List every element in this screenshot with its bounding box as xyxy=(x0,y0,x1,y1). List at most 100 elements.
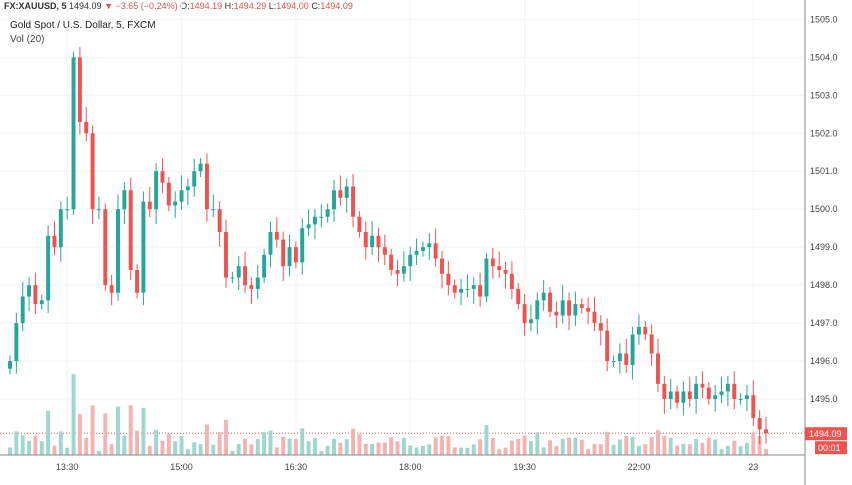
volume-bar xyxy=(567,437,572,455)
candle-body xyxy=(179,190,184,202)
candle-body xyxy=(306,224,311,229)
volume-bar xyxy=(497,449,502,455)
volume-bar xyxy=(465,447,470,455)
candle-body xyxy=(408,254,413,267)
candle-body xyxy=(58,209,63,248)
candle-body xyxy=(351,186,356,217)
volume-bar xyxy=(20,435,25,455)
candle-body xyxy=(46,235,51,301)
candle-body xyxy=(274,231,279,240)
candle-body xyxy=(147,201,152,210)
candle-body xyxy=(497,266,502,270)
volume-bar xyxy=(370,444,375,455)
candle-body xyxy=(560,300,565,316)
volume-bar xyxy=(446,436,451,455)
volume-bar xyxy=(713,439,718,455)
x-tick-label: 19:30 xyxy=(513,462,536,472)
candle-body xyxy=(135,269,140,293)
candle-body xyxy=(503,269,508,274)
volume-bar xyxy=(617,439,622,455)
volume-bar xyxy=(154,429,159,455)
volume-bar xyxy=(471,444,476,455)
candle-body xyxy=(166,182,171,206)
volume-bar xyxy=(109,444,114,455)
candle-body xyxy=(700,383,705,388)
candle-body xyxy=(198,163,203,172)
x-tick-label: 23 xyxy=(748,462,758,472)
candle-body xyxy=(694,383,699,400)
volume-bar xyxy=(14,431,19,455)
volume-bar xyxy=(179,436,184,455)
candle-body xyxy=(173,201,178,206)
volume-bar xyxy=(236,444,241,455)
high-value: 1494.29 xyxy=(233,1,267,11)
volume-bar xyxy=(560,439,565,455)
volume-bar xyxy=(255,439,260,455)
price-tag: 1494.09 00:01 xyxy=(805,427,847,455)
candle-body xyxy=(160,171,165,183)
volume-bar xyxy=(135,430,140,455)
candle-body xyxy=(211,209,216,211)
candle-body xyxy=(630,334,635,365)
volume-bar xyxy=(732,440,737,455)
low-value: 1494.00 xyxy=(276,1,309,11)
volume-bar xyxy=(509,440,514,455)
volume-bar xyxy=(656,430,660,455)
volume-bar xyxy=(306,441,311,455)
volume-bar xyxy=(420,446,425,455)
candle-body xyxy=(376,235,381,248)
last-price: 1494.09 xyxy=(69,1,102,11)
volume-bar xyxy=(401,437,406,455)
candle-body xyxy=(20,296,25,324)
candle-body xyxy=(598,323,603,331)
volume-bar xyxy=(738,446,743,455)
volume-bar xyxy=(516,439,521,455)
candle-body xyxy=(592,311,597,324)
volume-bar xyxy=(706,437,711,455)
candle-body xyxy=(122,190,127,210)
candle-body xyxy=(719,391,724,396)
volume-bar xyxy=(440,435,444,455)
y-tick-label: 1495.0 xyxy=(810,394,838,404)
volume-bar xyxy=(586,449,591,455)
candle-body xyxy=(332,190,336,210)
candle-body xyxy=(516,288,521,305)
volume-bar xyxy=(408,445,413,455)
countdown-value: 00:01 xyxy=(818,443,841,453)
volume-bar xyxy=(744,442,749,455)
close-label: C: xyxy=(311,1,321,11)
price-change: −3.65 (−0.24%) xyxy=(115,1,178,11)
candle-body xyxy=(713,395,718,400)
volume-bar xyxy=(376,442,381,455)
volume-bar xyxy=(204,424,209,455)
candle-body xyxy=(141,201,146,293)
volume-bar xyxy=(395,441,400,455)
volume-bar xyxy=(357,434,362,455)
candle-body xyxy=(84,121,89,134)
candle-body xyxy=(751,395,756,419)
candle-body xyxy=(217,209,222,232)
volume-bar xyxy=(338,442,343,455)
candle-body xyxy=(624,353,629,365)
volume-bar xyxy=(39,441,44,455)
candle-body xyxy=(687,391,692,400)
candle-body xyxy=(300,228,305,263)
volume-bar xyxy=(141,407,146,455)
volume-bar xyxy=(211,444,216,455)
candle-body xyxy=(243,266,248,286)
volume-bar xyxy=(71,374,76,455)
volume-bar xyxy=(630,436,635,455)
volume-bar xyxy=(478,439,483,455)
volume-bar xyxy=(274,447,279,455)
candle-body xyxy=(363,231,368,248)
candle-body xyxy=(344,186,349,198)
candle-body xyxy=(528,319,533,324)
candle-body xyxy=(414,250,419,255)
volume-bar xyxy=(293,439,298,455)
candle-body xyxy=(446,273,451,286)
candle-body xyxy=(738,399,743,401)
candle-body xyxy=(128,190,133,270)
volume-bar xyxy=(694,439,699,455)
candle-body xyxy=(452,285,457,293)
